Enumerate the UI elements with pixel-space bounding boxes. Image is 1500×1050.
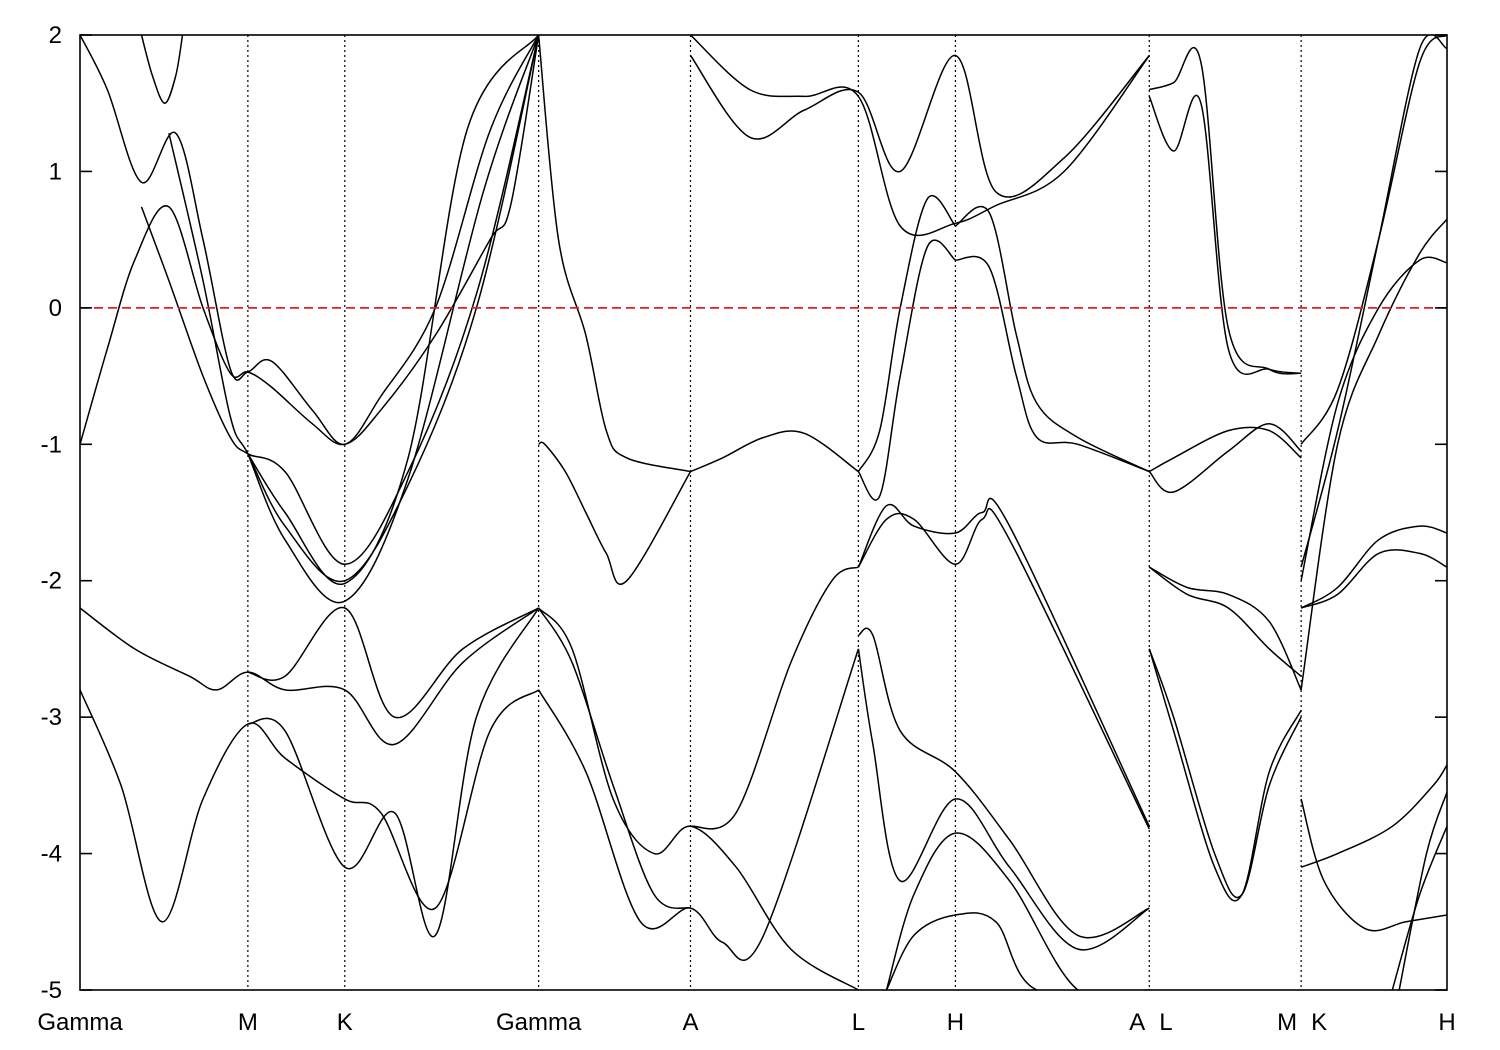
band-line-14 <box>689 54 1150 198</box>
band-line-19 <box>858 627 1150 939</box>
band-line-10 <box>857 239 956 501</box>
band-line-32 <box>1148 423 1302 493</box>
band-line-15 <box>689 35 1150 237</box>
y-axis: 2 1 0 -1 -2 -3 -4 -5 <box>41 22 1447 1004</box>
x-kpoint-label-11: H <box>1438 1009 1455 1036</box>
x-kpoint-label-8: L <box>1159 1009 1172 1036</box>
band-line-30 <box>1148 94 1302 375</box>
band-line-41 <box>1300 218 1447 691</box>
band-line-17 <box>857 507 1150 830</box>
x-kpoint-label-6: H <box>947 1009 964 1036</box>
band-line-25 <box>80 689 540 923</box>
band-line-3 <box>140 35 540 566</box>
x-kpoint-label-4: A <box>682 1009 698 1036</box>
x-kpoint-label-9: M <box>1277 1009 1297 1036</box>
band-line-45 <box>1300 798 1447 932</box>
band-line-20 <box>857 648 1150 951</box>
band-line-16 <box>857 497 1150 827</box>
x-kpoint-label-2: K <box>337 1009 353 1036</box>
x-kpoint-label-7: A <box>1129 1009 1145 1036</box>
y-tick-label-6: -4 <box>41 841 62 868</box>
y-tick-label-1: 1 <box>49 158 62 185</box>
band-line-36 <box>1148 648 1302 899</box>
y-tick-label-7: -5 <box>41 977 62 1004</box>
band-line-31 <box>1149 46 1302 375</box>
x-kpoint-label-1: M <box>238 1009 258 1036</box>
band-line-38 <box>1300 35 1447 445</box>
band-line-9 <box>690 430 859 473</box>
band-line-22 <box>885 912 1150 990</box>
y-tick-label-0: 2 <box>49 22 62 49</box>
band-line-2 <box>140 35 184 104</box>
band-line-8 <box>538 441 692 585</box>
band-line-27 <box>538 607 859 990</box>
band-line-21 <box>885 832 1150 990</box>
band-line-5 <box>247 35 540 604</box>
band-lines <box>80 35 1447 990</box>
band-line-7 <box>537 35 691 473</box>
band-line-13 <box>954 205 1150 473</box>
y-tick-label-5: -3 <box>41 704 62 731</box>
x-kpoint-label-5: L <box>852 1009 865 1036</box>
y-tick-label-4: -2 <box>41 568 62 595</box>
band-line-42 <box>1300 525 1447 609</box>
band-line-46 <box>1391 826 1447 990</box>
band-line-39 <box>1300 35 1447 568</box>
band-line-1 <box>80 35 540 446</box>
y-tick-label-2: 0 <box>49 295 62 322</box>
x-kpoint-label-3: Gamma <box>496 1009 582 1036</box>
band-line-37 <box>1148 648 1302 902</box>
x-kpoint-label-10: K <box>1311 1009 1327 1036</box>
band-line-28 <box>537 648 860 961</box>
band-line-34 <box>1148 566 1302 691</box>
band-line-26 <box>247 607 540 938</box>
plot-frame <box>79 34 1448 991</box>
x-kpoint-label-0: Gamma <box>37 1009 123 1036</box>
band-line-11 <box>857 195 956 472</box>
band-line-24 <box>247 607 539 719</box>
band-line-29 <box>537 607 691 909</box>
band-line-12 <box>955 255 1150 473</box>
y-tick-label-3: -1 <box>41 431 62 458</box>
band-line-43 <box>1300 549 1447 609</box>
x-axis: Gamma M K Gamma A L H A L M K H <box>37 1009 1455 1036</box>
band-line-44 <box>1300 764 1447 868</box>
band-line-33 <box>1148 426 1302 473</box>
band-line-23 <box>80 607 540 746</box>
band-line-47 <box>1398 791 1447 990</box>
band-line-40 <box>1300 256 1447 581</box>
band-line-18 <box>690 566 859 830</box>
band-line-0 <box>80 35 540 446</box>
band-line-35 <box>1148 566 1302 677</box>
kpoint-lines <box>247 35 1302 990</box>
band-line-6 <box>247 35 540 586</box>
